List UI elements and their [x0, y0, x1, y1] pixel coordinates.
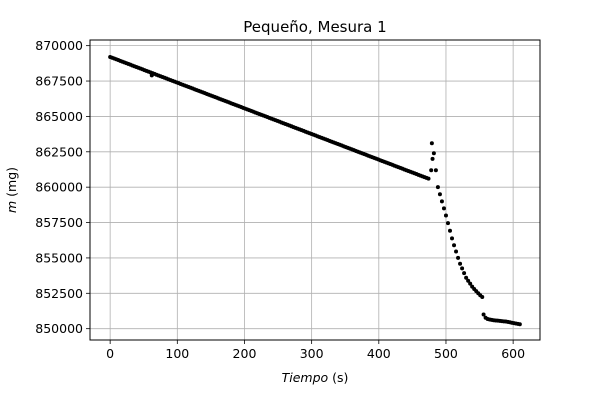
data-point — [480, 294, 485, 299]
y-tick-label: 865000 — [35, 109, 83, 124]
y-tick-label: 852500 — [35, 286, 83, 301]
data-point — [458, 261, 463, 266]
data-point — [466, 278, 471, 283]
data-point — [452, 243, 457, 248]
data-point — [430, 156, 435, 161]
data-point — [460, 266, 465, 271]
x-tick-label: 200 — [233, 346, 257, 361]
data-point — [431, 151, 436, 156]
data-point — [448, 228, 452, 233]
y-tick-label: 860000 — [35, 180, 83, 195]
y-tick-label: 862500 — [35, 144, 83, 159]
data-point — [149, 73, 154, 78]
data-point — [437, 192, 442, 197]
x-axis-label-var: Tiempo — [282, 370, 329, 385]
data-points — [108, 54, 522, 327]
x-tick-label: 500 — [434, 346, 458, 361]
data-point — [517, 322, 522, 327]
data-point — [445, 221, 450, 226]
data-point — [481, 312, 486, 317]
data-point — [439, 199, 444, 204]
data-point — [456, 255, 461, 260]
data-point — [468, 281, 473, 286]
data-point — [441, 206, 446, 211]
data-point — [429, 168, 434, 173]
x-tick-label: 400 — [367, 346, 391, 361]
data-point — [433, 168, 438, 173]
x-tick-label: 100 — [165, 346, 189, 361]
y-axis-label-var: m — [4, 201, 19, 213]
x-tick-label: 300 — [300, 346, 324, 361]
y-tick-label: 867500 — [35, 74, 83, 89]
y-axis-label: m (mg) — [4, 167, 19, 213]
x-tick-label: 0 — [106, 346, 114, 361]
grid-layer — [90, 40, 540, 340]
y-tick-label: 855000 — [35, 250, 83, 265]
data-point — [443, 213, 448, 218]
axis-ticks: 0 100 200 300 400 500 600 850000 852500 855000 857… — [35, 38, 525, 361]
data-point — [429, 141, 434, 146]
data-point — [454, 249, 459, 254]
data-point — [435, 185, 440, 190]
chart-title: Pequeño, Mesura 1 — [243, 18, 386, 36]
data-point — [450, 236, 455, 241]
x-axis-label: Tiempo (s) — [282, 370, 349, 385]
data-point — [464, 275, 469, 280]
y-tick-label: 850000 — [35, 321, 83, 336]
x-tick-label: 600 — [501, 346, 525, 361]
data-point — [426, 176, 431, 181]
data-point — [462, 271, 467, 276]
y-axis-label-unit: (mg) — [4, 167, 19, 201]
x-axis-label-unit: (s) — [328, 370, 348, 385]
plot-frame — [89, 39, 541, 341]
y-tick-label: 857500 — [35, 215, 83, 230]
y-tick-label: 870000 — [35, 38, 83, 53]
